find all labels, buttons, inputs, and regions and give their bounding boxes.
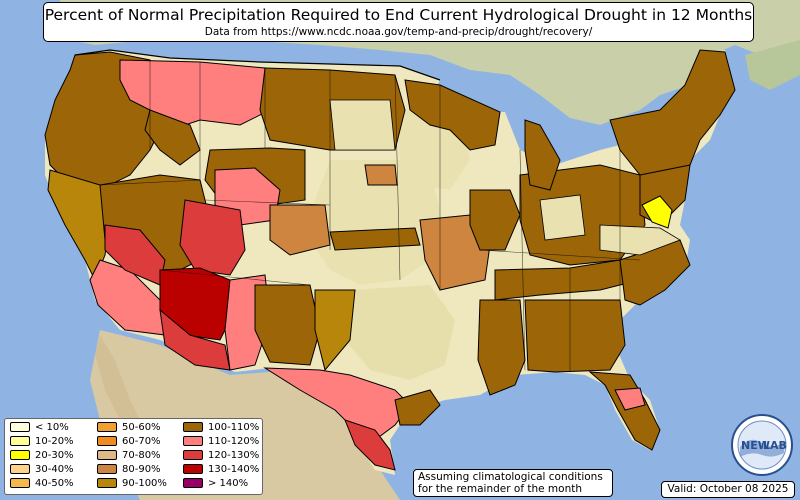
legend-label: 130-140% [208, 464, 260, 475]
legend-swatch [97, 478, 117, 488]
region-colorado-east [269, 204, 331, 256]
region-dakota-pale [329, 99, 396, 151]
legend-swatch [183, 436, 203, 446]
legend-swatch [97, 422, 117, 432]
legend-swatch [183, 422, 203, 432]
region-socal [89, 259, 166, 336]
region-nebraska-spot [364, 164, 398, 186]
region-texas-panhandle [314, 289, 356, 372]
valid-date: Valid: October 08 2025 [661, 481, 795, 498]
legend-label: 80-90% [122, 464, 161, 475]
legend-swatch [10, 436, 30, 446]
legend-label: 70-80% [122, 450, 161, 461]
legend-label: 10-20% [35, 436, 74, 447]
legend-item: 30-40% [10, 464, 74, 478]
map-subtitle: Data from https://www.ncdc.noaa.gov/temp… [204, 26, 593, 38]
legend-item: 120-130% [183, 450, 259, 464]
region-delmarva-yellow [641, 195, 673, 229]
legend-label: 90-100% [122, 478, 167, 489]
state-borders [99, 60, 641, 372]
legend-label: 20-30% [35, 450, 74, 461]
title-box: Percent of Normal Precipitation Required… [43, 2, 754, 42]
legend-label: 30-40% [35, 464, 74, 475]
legend-label: 60-70% [122, 436, 161, 447]
region-texas-red [344, 419, 396, 471]
legend-label: < 10% [35, 422, 69, 433]
lake-huron [535, 110, 575, 160]
legend-item: 50-60% [97, 422, 161, 436]
region-florida-pink [614, 387, 646, 411]
legend-swatch [183, 478, 203, 488]
region-arkansas-la [477, 299, 526, 396]
legend-label: 110-120% [208, 436, 260, 447]
region-texas-pink [263, 367, 411, 441]
legend-swatch [10, 464, 30, 474]
plains-pale [310, 160, 440, 285]
region-idaho-brown [144, 109, 201, 166]
logo-text-left: NEW [741, 439, 770, 452]
legend-item: 20-30% [10, 450, 74, 464]
nova-scotia [745, 40, 800, 90]
region-florida [588, 371, 661, 451]
assumption-note: Assuming climatological conditions for t… [413, 469, 613, 497]
legend-swatch [10, 478, 30, 488]
legend-label: 50-60% [122, 422, 161, 433]
legend-item: > 140% [183, 478, 248, 492]
legend-item: 60-70% [97, 436, 161, 450]
legend-swatch [97, 464, 117, 474]
legend-item: 70-80% [97, 450, 161, 464]
region-upper-midwest [404, 79, 501, 151]
logo-text-right: LAB [763, 439, 787, 452]
region-michigan [524, 119, 561, 191]
legend-item: < 10% [10, 422, 69, 436]
legend-label: 40-50% [35, 478, 74, 489]
legend-swatch [183, 450, 203, 460]
legend-swatch [183, 464, 203, 474]
region-ohio-pale [539, 194, 586, 241]
legend-swatch [10, 450, 30, 460]
region-deep-south [524, 299, 626, 373]
legend-item: 80-90% [97, 464, 161, 478]
legend-item: 90-100% [97, 478, 167, 492]
legend-label: > 140% [208, 478, 249, 489]
legend-label: 100-110% [208, 422, 260, 433]
legend-item: 110-120% [183, 436, 259, 450]
legend-item: 40-50% [10, 478, 74, 492]
legend: < 10% 10-20% 20-30% 30-40% 40-50% 50-60%… [4, 418, 263, 495]
south-plains-pale [345, 285, 455, 380]
note-line-1: Assuming climatological conditions [418, 471, 603, 483]
us-canada-border [74, 49, 441, 81]
legend-item: 100-110% [183, 422, 259, 436]
legend-item: 10-20% [10, 436, 74, 450]
legend-label: 120-130% [208, 450, 260, 461]
region-kansas-strip [329, 227, 421, 251]
region-utah [179, 199, 246, 276]
note-line-2: for the remainder of the month [418, 483, 583, 495]
newlab-logo-icon: NEW LAB [731, 414, 793, 476]
legend-swatch [97, 450, 117, 460]
region-texas-coast [394, 389, 441, 426]
legend-swatch [97, 436, 117, 446]
legend-item: 130-140% [183, 464, 259, 478]
legend-swatch [10, 422, 30, 432]
map-title: Percent of Normal Precipitation Required… [44, 6, 753, 24]
region-iowa-il [469, 189, 521, 251]
